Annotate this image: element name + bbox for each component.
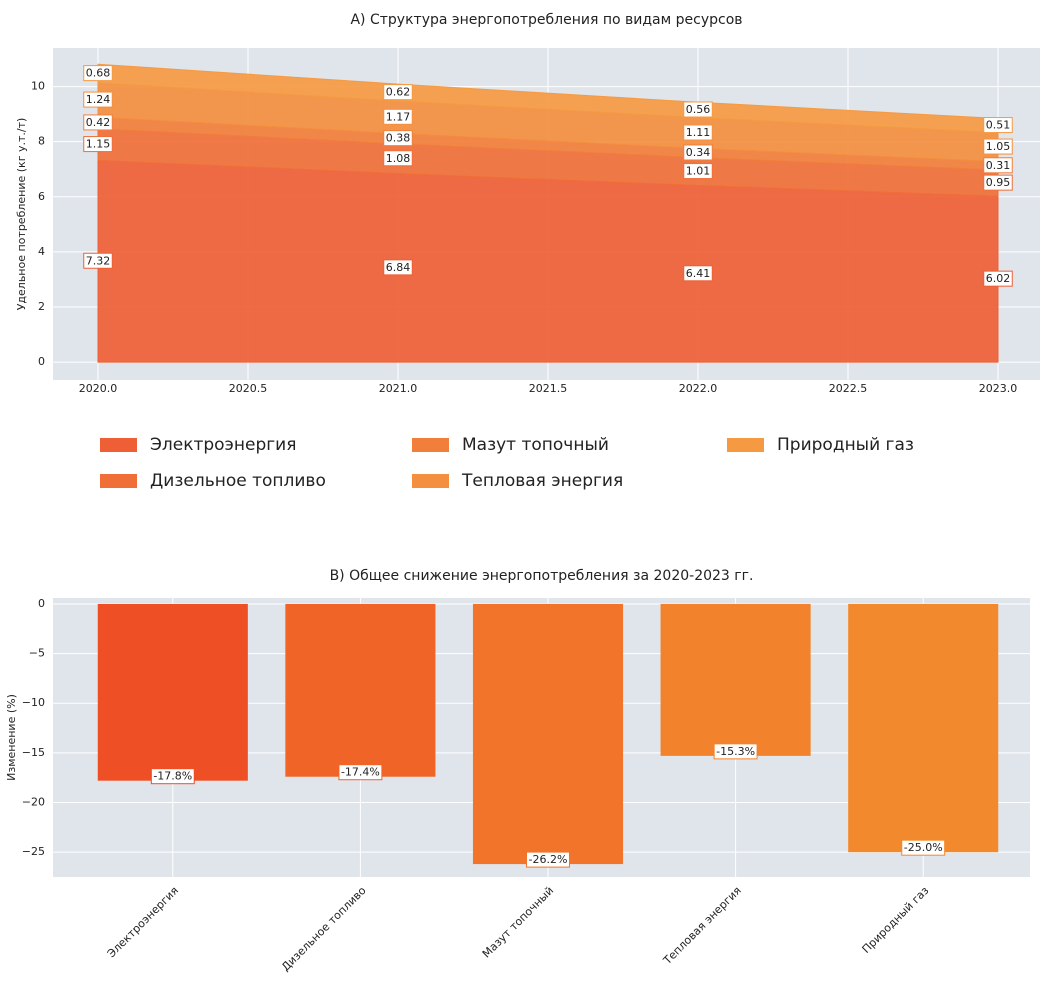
legend-label: Тепловая энергия [461, 471, 623, 491]
value-label: 6.02 [986, 272, 1011, 285]
value-label: 1.05 [986, 140, 1011, 153]
label-box [83, 136, 113, 153]
y-tick-label: 4 [38, 245, 45, 258]
label-box [713, 743, 758, 760]
value-label: 1.15 [86, 138, 111, 151]
value-label: 1.17 [386, 110, 411, 123]
y-tick-label: −15 [22, 746, 45, 759]
bar [97, 603, 248, 781]
bar [848, 603, 999, 853]
label-box [683, 144, 713, 161]
y-tick-label: −25 [22, 845, 45, 858]
value-label: 0.42 [86, 116, 111, 129]
label-box [901, 839, 946, 856]
value-label: 1.08 [386, 152, 411, 165]
legend-swatch [100, 474, 137, 488]
x-tick-label: 2022.0 [679, 382, 718, 395]
y-tick-label: 0 [38, 355, 45, 368]
value-label: 1.01 [686, 165, 711, 178]
y-tick-label: 0 [38, 597, 45, 610]
label-box [383, 150, 413, 167]
y-tick-label: −5 [29, 647, 45, 660]
value-label: 6.41 [686, 267, 711, 280]
label-box [683, 265, 713, 282]
label-box [338, 764, 383, 781]
x-tick-label: 2021.5 [529, 382, 568, 395]
bar [285, 603, 436, 777]
value-label: 0.62 [386, 86, 411, 99]
x-tick-label: 2020.0 [79, 382, 118, 395]
y-axis-label: Удельное потребление (кг у.т./т) [15, 118, 28, 311]
x-tick-label: 2021.0 [379, 382, 418, 395]
x-tick-label: Электроэнергия [105, 884, 181, 960]
y-tick-label: 10 [31, 80, 45, 93]
x-tick-label: 2023.0 [979, 382, 1018, 395]
legend-label: Мазут топочный [462, 435, 609, 455]
chart-title: B) Общее снижение энергопотребления за 2… [330, 568, 754, 584]
value-label: 1.11 [686, 126, 711, 139]
label-box [526, 851, 570, 868]
y-tick-label: −10 [22, 696, 45, 709]
label-box [383, 259, 413, 276]
y-tick-label: 8 [38, 135, 45, 148]
x-tick-label: Мазут топочный [480, 884, 556, 960]
label-box [83, 252, 113, 269]
label-box [683, 101, 713, 118]
label-box [383, 108, 413, 125]
label-box [983, 270, 1013, 287]
label-box [983, 174, 1013, 191]
x-tick-label: 2022.5 [829, 382, 868, 395]
bar [660, 603, 811, 756]
value-label: 0.56 [686, 103, 711, 116]
bar [472, 603, 624, 865]
value-label: 0.38 [386, 132, 411, 145]
legend-swatch [412, 474, 449, 488]
legend-swatch [100, 438, 137, 452]
label-box [683, 163, 713, 180]
label-box [983, 157, 1013, 174]
value-label: -17.4% [341, 766, 380, 779]
label-box [983, 117, 1013, 134]
x-tick-label: Природный газ [860, 884, 932, 956]
x-tick-label: Дизельное топливо [279, 884, 369, 974]
y-tick-label: 6 [38, 190, 45, 203]
label-box [150, 768, 195, 785]
legend-swatch [727, 438, 764, 452]
chart-title: A) Структура энергопотребления по видам … [350, 12, 742, 28]
value-label: 6.84 [386, 261, 411, 274]
value-label: 0.34 [686, 146, 711, 159]
legend-label: Электроэнергия [150, 435, 296, 455]
value-label: -26.2% [529, 853, 568, 866]
value-label: 0.31 [986, 159, 1011, 172]
label-box [983, 138, 1013, 155]
value-label: 0.68 [86, 67, 111, 80]
x-tick-label: 2020.5 [229, 382, 268, 395]
label-box [383, 130, 413, 147]
value-label: -15.3% [716, 745, 755, 758]
y-tick-label: 2 [38, 300, 45, 313]
label-box [83, 65, 113, 82]
x-tick-label: Тепловая энергия [660, 884, 744, 968]
legend-label: Природный газ [777, 435, 914, 455]
label-box [83, 91, 113, 108]
legend-label: Дизельное топливо [150, 471, 326, 491]
value-label: -17.8% [153, 770, 192, 783]
value-label: 0.95 [986, 176, 1011, 189]
value-label: 1.24 [86, 93, 111, 106]
label-box [683, 124, 713, 141]
label-box [383, 84, 413, 101]
legend-swatch [412, 438, 449, 452]
value-label: 0.51 [986, 119, 1011, 132]
y-tick-label: −20 [22, 796, 45, 809]
value-label: -25.0% [904, 841, 943, 854]
value-label: 7.32 [86, 254, 111, 267]
y-axis-label: Изменение (%) [5, 694, 18, 781]
label-box [83, 114, 113, 131]
